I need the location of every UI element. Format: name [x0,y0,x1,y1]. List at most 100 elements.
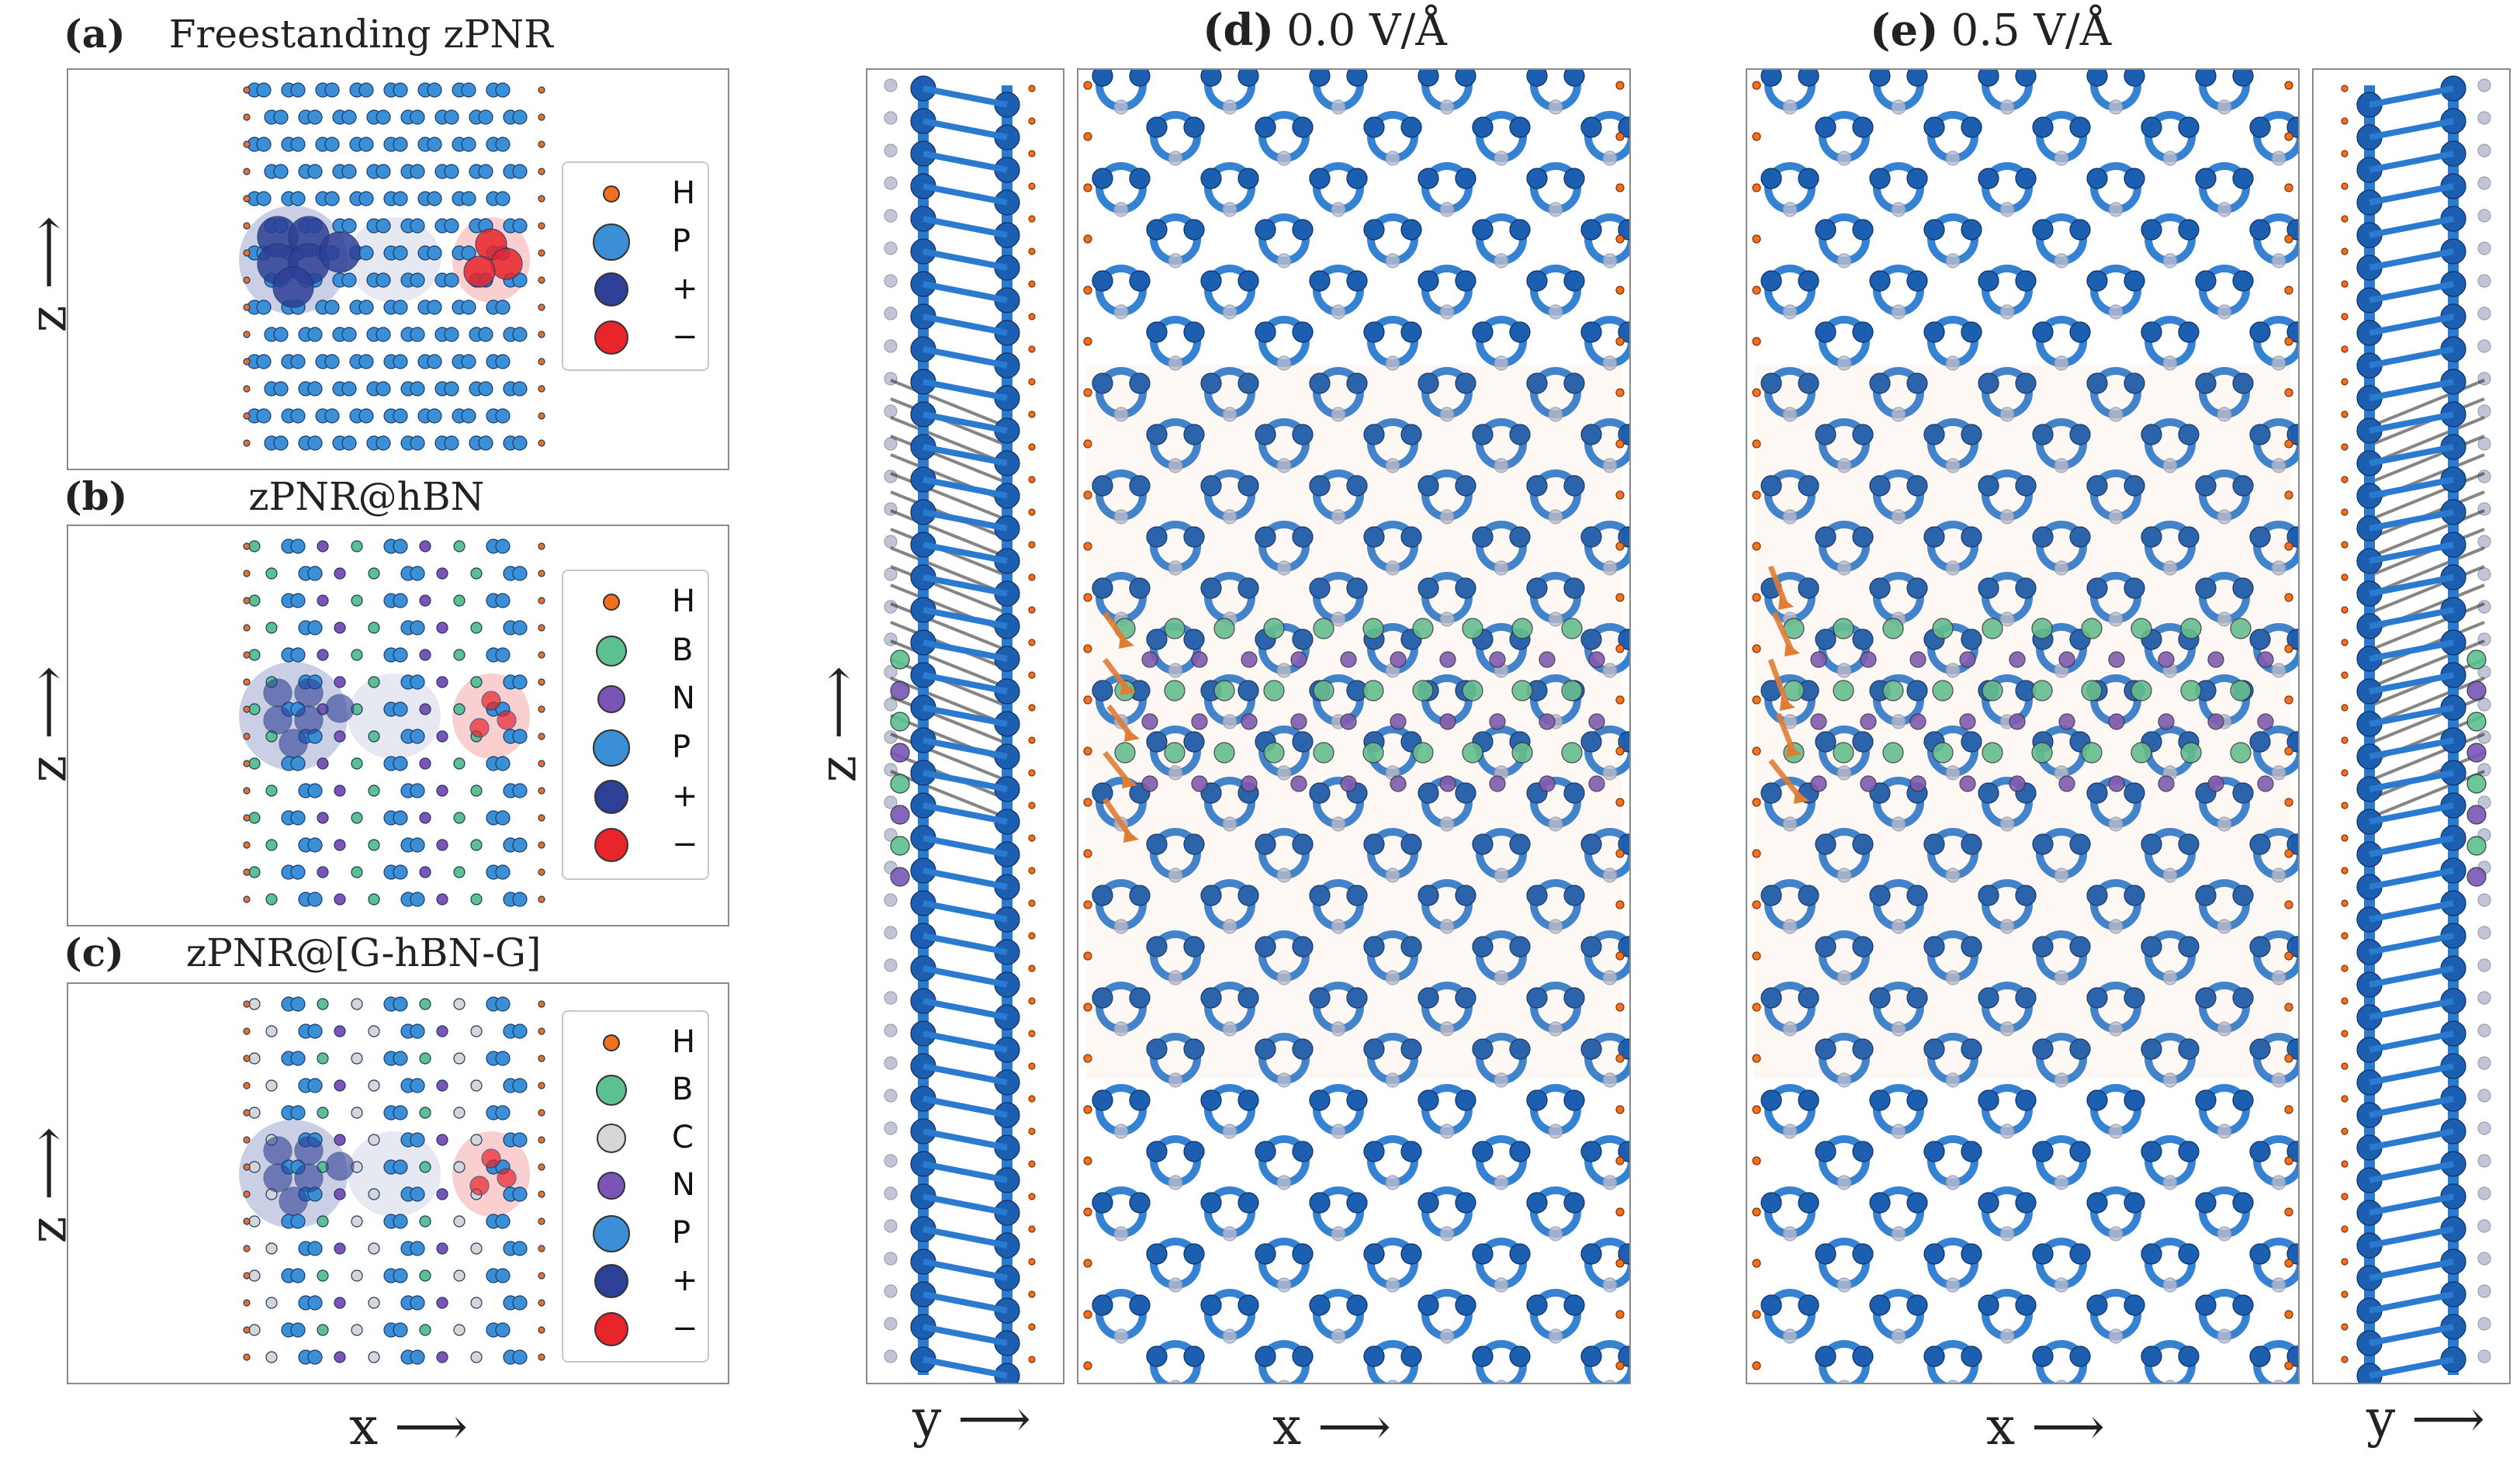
svg-d-side-rung-28 [922,998,1008,1020]
svg-e-top-g-8-3 [2108,509,2124,525]
svg-d-top-g-22-1 [1222,1226,1238,1242]
svg-d-top-p1-23-2 [1363,1243,1385,1265]
svg-c-atom2-4-4 [393,1105,408,1120]
svg-b-atom-1-6 [470,567,483,580]
svg-e-side-sub-39 [2477,1349,2491,1363]
svg-e-top-p1-9-0 [1815,526,1836,548]
svg-d-top-p2-11-1 [1292,629,1314,650]
svg-d-top-p1-8-1 [1200,475,1222,497]
svg-d-top-g-13-1 [1276,765,1292,781]
svg-e-top-p1-1-1 [1923,116,1945,138]
legend-entry-a-2: + [563,266,708,313]
svg-e-top-g-21-0 [1836,1175,1852,1190]
svg-d-top-g-11-4 [1602,663,1618,678]
svg-d-top-g-24-3 [1439,1328,1455,1344]
panel-d-x-axis-label: x ⟶ [1272,1397,1391,1456]
svg-e-top-p1-25-2 [2032,1346,2054,1367]
svg-b-atom-0-3 [351,540,363,552]
svg-d-top-g-25-1 [1278,1380,1290,1383]
svg-d-top-p1-20-2 [1309,1089,1331,1111]
svg-d-side-rung-32 [922,1128,1008,1151]
svg-d-top-p2-25-1 [1292,1346,1314,1367]
svg-c-atom-11-5 [436,1297,448,1309]
svg-e-top-bn-5-0 [1810,775,1827,792]
svg-c-atom2-5-7 [512,1132,528,1148]
svg-d-side-sub-38 [884,1317,898,1331]
svg-e-top-bn-5-3 [1959,775,1976,792]
svg-c-h-left-9 [243,1245,251,1252]
legend-marker-a-0 [603,185,620,203]
svg-e-top-g-1-1 [1945,151,1961,166]
svg-e-top-p1-24-3 [2086,1294,2108,1316]
svg-e-top-g-7-3 [2162,458,2178,473]
svg-c-atom-2-2 [317,1052,329,1065]
svg-e-top-p1-17-2 [2032,936,2054,958]
svg-d-top-p1-4-3 [1418,270,1439,292]
svg-d-top-g-5-4 [1602,355,1618,371]
svg-e-top-p1-25-3 [2141,1346,2162,1367]
svg-d-top-p2-21-1 [1292,1141,1314,1162]
svg-d-top-p1-9-3 [1472,526,1494,548]
svg-e-side-dbond-7 [2369,509,2485,559]
svg-e-top-p1-4-1 [1869,270,1891,292]
svg-d-side-sub-10 [884,404,898,418]
svg-d-top-g-1-0 [1168,151,1183,166]
svg-d-side-rung-19 [922,705,1008,727]
svg-d-top-p1-10-3 [1418,577,1439,599]
svg-d-top-p1-9-2 [1363,526,1385,548]
svg-c-atom-12-0 [248,1324,261,1336]
svg-e-top-p1-5-1 [1923,321,1945,343]
svg-d-top-bn-4-8 [1511,742,1533,764]
svg-d-top-p2-23-3 [1509,1243,1531,1265]
svg-b-atom-10-0 [248,812,261,824]
svg-c-h-right-8 [538,1217,545,1225]
svg-d-side-sbn-1 [890,681,910,701]
svg-d-top-p2-19-2 [1400,1038,1422,1060]
svg-b-atom2-7-7 [512,729,528,744]
panel-b-structure [239,539,545,907]
svg-e-top-g-0-3 [2108,99,2124,115]
svg-e-top-hr-8 [2284,490,2293,500]
svg-e-top-bn-1-3 [1959,651,1976,668]
svg-d-top-p1-4-2 [1309,270,1331,292]
svg-b-atom-9-6 [470,784,483,797]
svg-d-top-bn-5-2 [1241,775,1258,792]
svg-d-top-p2-21-4 [1618,1141,1629,1162]
svg-b-atom-2-0 [248,594,261,607]
svg-d-top-hl-3 [1083,234,1092,244]
svg-e-top-bn-5-4 [2009,775,2026,792]
svg-e-top-p2-7-3 [2178,424,2200,445]
svg-e-top-p2-13-0 [1852,731,1874,753]
svg-c-atom-11-3 [368,1297,380,1309]
svg-e-top-bn-4-2 [1882,742,1904,764]
svg-d-top-bn-0-1 [1164,618,1186,639]
svg-d-top-p2-17-1 [1292,936,1314,958]
svg-c-atom-0-0 [248,998,261,1010]
svg-e-top-p2-20-1 [1906,1089,1928,1111]
svg-d-top-p1-5-4 [1580,321,1602,343]
svg-e-top-p1-16-1 [1869,885,1891,906]
svg-d-top-p2-4-2 [1346,270,1368,292]
svg-e-top-g-3-4 [2271,253,2286,268]
svg-d-top-g-5-1 [1276,355,1292,371]
svg-b-atom-6-5 [419,703,431,715]
svg-e-top-g-10-2 [1999,611,2015,627]
svg-e-top-p2-23-2 [2069,1243,2091,1265]
svg-e-top-p2-9-1 [1961,526,1982,548]
svg-a-atom2-0-6 [461,82,476,98]
svg-e-top-p2-16-0 [1798,885,1819,906]
svg-d-top-p1-16-3 [1418,885,1439,906]
svg-d-side-sh-26 [1028,932,1036,940]
svg-d-top-g-18-1 [1222,1021,1238,1037]
svg-d-side-sh-19 [1028,704,1036,712]
svg-d-top-bn-4-0 [1114,742,1136,764]
svg-d-top-arrowhead-1 [1120,681,1136,695]
svg-b-atom2-9-4 [410,783,425,798]
svg-e-top-g-6-0 [1782,407,1798,422]
svg-c-h-left-11 [243,1299,251,1307]
svg-e-top-hl-15 [1752,849,1761,858]
svg-d-side-rung-26 [922,933,1008,955]
svg-d-side-sh-13 [1028,508,1036,516]
svg-e-top-hr-5 [2284,337,2293,346]
svg-d-top-p1-3-1 [1255,219,1276,241]
